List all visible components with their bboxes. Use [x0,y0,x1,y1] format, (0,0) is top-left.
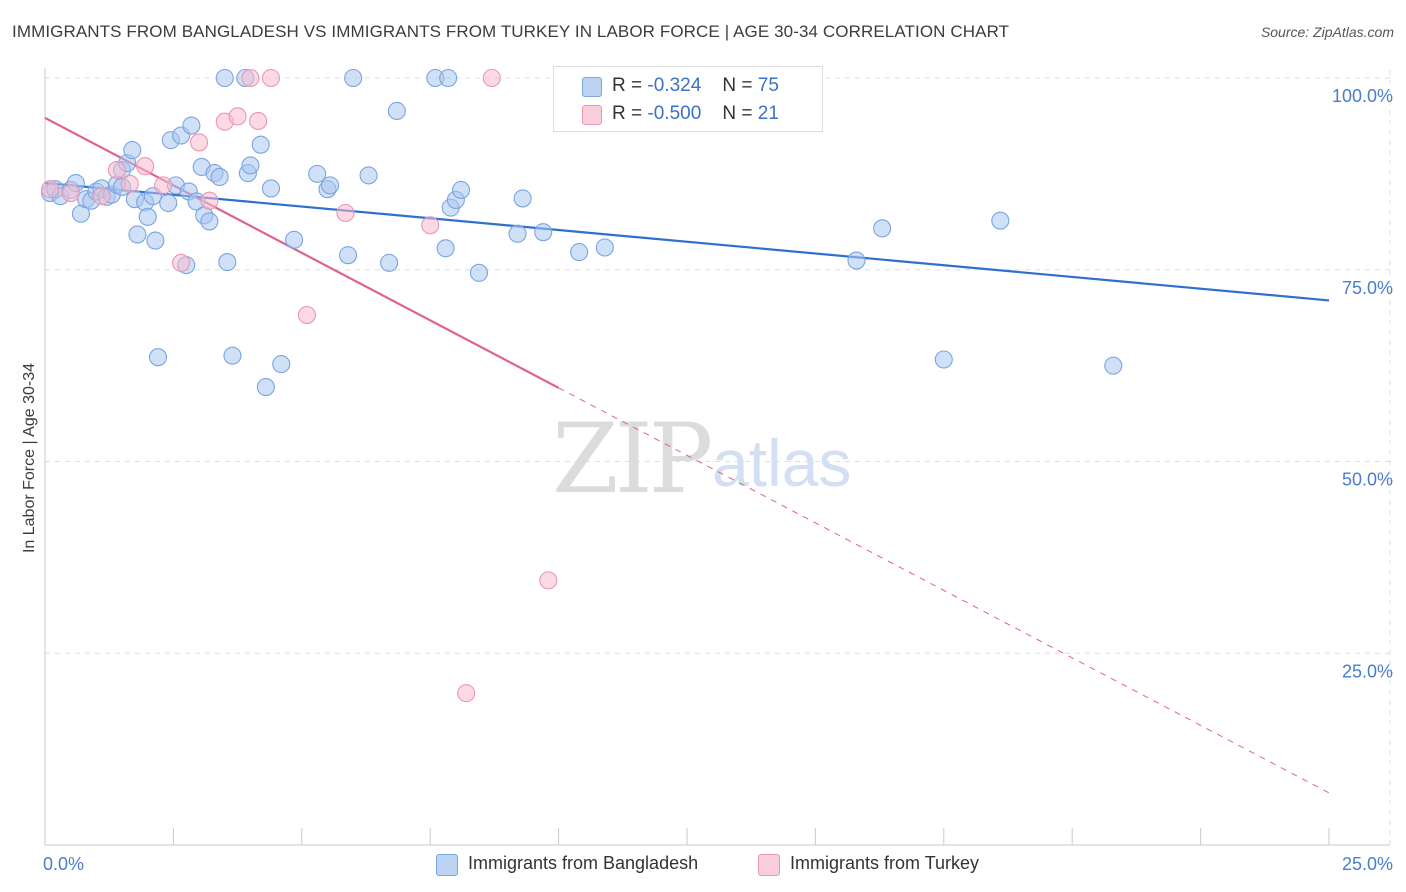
series-swatch-turkey [758,854,780,876]
point-turkey [190,133,209,152]
legend-n-label: N = [722,103,753,124]
series-legend: Immigrants from Bangladesh Immigrants fr… [0,852,1406,878]
y-tick-label: 75.0% [1342,278,1393,298]
point-bangladesh [513,189,532,208]
point-turkey [136,157,155,176]
point-turkey [421,216,440,235]
point-bangladesh [256,378,275,397]
correlation-legend: R = -0.324 N = 75 R = -0.500 N = 21 [553,66,823,132]
point-turkey [297,305,316,325]
legend-r-value-bangladesh: -0.324 [647,75,702,96]
point-turkey [539,571,558,590]
y-axis-label: In Labor Force | Age 30-34 [21,362,38,554]
watermark: ZIP atlas [552,403,851,515]
legend-r-value-turkey: -0.500 [647,103,702,124]
point-bangladesh [200,212,219,231]
point-turkey [249,111,268,131]
point-turkey [336,203,355,223]
trend-lines [44,116,1330,794]
point-turkey [61,184,80,203]
trend-line-turkey-extrapolated [558,387,1330,794]
point-bangladesh [138,207,157,226]
series-name-turkey: Immigrants from Turkey [790,853,980,873]
point-turkey [241,68,260,88]
point-bangladesh [285,230,304,249]
point-bangladesh [387,101,406,121]
source-label: Source: ZipAtlas.com [1260,24,1394,40]
point-bangladesh [159,193,178,213]
point-bangladesh [218,253,237,272]
x-tick-label-start: 0.0% [43,854,84,874]
y-tick-label: 100.0% [1332,86,1393,106]
point-bangladesh [123,141,142,160]
legend-r-label: R = [612,103,643,124]
legend-n-label: N = [722,75,753,96]
point-bangladesh [215,68,234,88]
point-bangladesh [991,211,1010,230]
point-bangladesh [380,253,399,272]
point-bangladesh [146,231,165,250]
x-tick-label-end: 25.0% [1342,854,1393,874]
bangladesh-points [41,68,1123,397]
point-bangladesh [451,180,471,200]
tick-labels: 25.0% 50.0% 75.0% 100.0% 0.0% 25.0% [43,86,1393,874]
series-swatch-bangladesh [436,854,458,876]
legend-swatch-bangladesh [582,77,602,97]
point-bangladesh [148,348,168,367]
trend-line-bangladesh [44,181,1330,302]
point-turkey [228,107,247,126]
point-bangladesh [469,263,489,282]
point-bangladesh [934,350,953,369]
point-bangladesh [182,116,201,135]
point-bangladesh [210,167,229,186]
point-turkey [107,160,126,180]
point-bangladesh [436,239,455,258]
legend-n-value-turkey: 21 [757,103,779,124]
point-bangladesh [359,166,378,185]
point-bangladesh [338,246,358,265]
point-bangladesh [847,251,866,270]
point-bangladesh [595,238,614,257]
point-turkey [457,684,476,703]
point-bangladesh [570,243,589,262]
point-bangladesh [261,179,281,198]
legend-swatch-turkey [582,105,602,125]
point-bangladesh [251,135,270,154]
series-name-bangladesh: Immigrants from Bangladesh [468,853,699,873]
y-tick-label: 25.0% [1342,661,1393,681]
legend-r-label: R = [612,75,643,96]
point-turkey [200,191,219,210]
legend-n-value-bangladesh: 75 [757,75,779,96]
point-bangladesh [241,156,260,175]
point-bangladesh [508,224,527,243]
turkey-points [41,68,558,703]
point-turkey [154,176,173,195]
y-tick-label: 50.0% [1342,470,1393,490]
point-bangladesh [128,225,147,244]
point-turkey [120,174,139,193]
point-bangladesh [344,68,363,88]
point-bangladesh [439,68,458,88]
point-bangladesh [1104,356,1123,375]
point-bangladesh [308,164,327,183]
point-turkey [482,68,501,88]
point-turkey [41,180,60,199]
point-turkey [172,253,191,272]
watermark-atlas: atlas [712,426,851,500]
point-bangladesh [873,219,892,238]
point-bangladesh [223,346,242,365]
chart-title: IMMIGRANTS FROM BANGLADESH VS IMMIGRANTS… [12,22,1010,41]
point-turkey [261,68,281,88]
point-bangladesh [320,176,340,195]
point-bangladesh [272,355,291,374]
point-bangladesh [534,223,553,242]
watermark-zip: ZIP [552,403,711,515]
point-turkey [92,187,111,206]
